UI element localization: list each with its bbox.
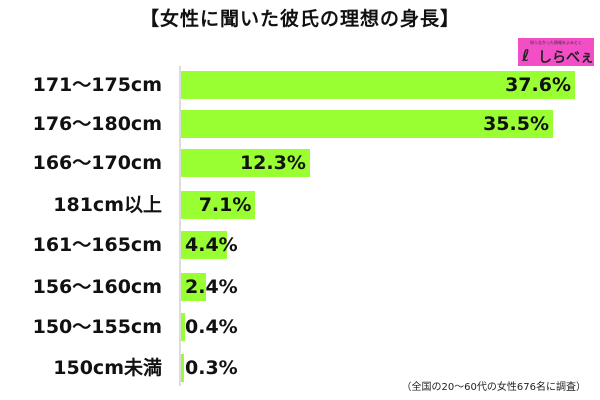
- bar-row: 176〜180cm 35.5%: [0, 110, 600, 138]
- category-label: 150cm未満: [53, 357, 162, 379]
- shirabe-logo: 知らなかった情報をよみとく ℓ しらべぇ: [518, 38, 594, 66]
- value-label: 0.3%: [185, 357, 238, 379]
- logo-mark-icon: ℓ: [522, 46, 530, 65]
- bar: [181, 313, 186, 341]
- bar: [181, 231, 228, 259]
- category-label: 150〜155cm: [32, 316, 162, 338]
- y-axis-line: [179, 66, 181, 386]
- category-label: 181cm以上: [53, 194, 162, 216]
- value-label: 12.3%: [239, 152, 306, 174]
- value-label: 0.4%: [185, 316, 238, 338]
- bar-row: 166〜170cm 12.3%: [0, 149, 600, 177]
- category-label: 156〜160cm: [32, 276, 162, 298]
- bar-row: 171〜175cm 37.6%: [0, 71, 600, 99]
- chart-title: 【女性に聞いた彼氏の理想の身長】: [139, 8, 460, 30]
- value-label: 37.6%: [505, 74, 571, 96]
- bar: [181, 273, 207, 301]
- bar-row: 150〜155cm 0.4%: [0, 313, 600, 341]
- bar: [181, 71, 575, 99]
- value-label: 2.4%: [185, 276, 238, 298]
- bar: [181, 149, 310, 177]
- bar: [181, 110, 553, 138]
- category-label: 176〜180cm: [32, 113, 162, 135]
- category-label: 171〜175cm: [32, 74, 162, 96]
- value-label: 35.5%: [483, 113, 549, 135]
- bar-row: 150cm未満 0.3%: [0, 354, 600, 382]
- bar-row: 156〜160cm 2.4%: [0, 273, 600, 301]
- category-label: 166〜170cm: [32, 152, 162, 174]
- category-label: 161〜165cm: [32, 234, 162, 256]
- bar: [181, 191, 256, 219]
- value-label: 7.1%: [198, 194, 252, 216]
- bar-row: 181cm以上 7.1%: [0, 191, 600, 219]
- bar-row: 161〜165cm 4.4%: [0, 231, 600, 259]
- logo-name: しらべぇ: [538, 50, 594, 66]
- survey-footnote: （全国の20〜60代の女性676名に調査）: [401, 382, 586, 393]
- value-label: 4.4%: [185, 234, 238, 256]
- logo-tagline: 知らなかった情報をよみとく: [530, 40, 582, 45]
- bar: [181, 354, 185, 382]
